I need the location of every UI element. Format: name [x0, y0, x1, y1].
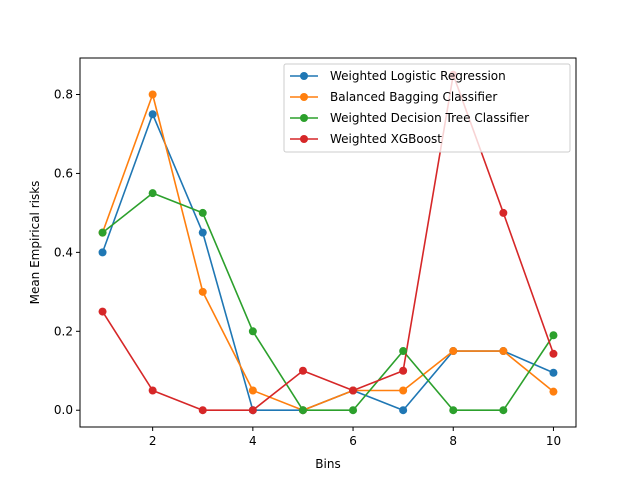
x-axis-ticks: 2 4 6 8 10	[149, 427, 561, 448]
data-point	[148, 386, 157, 395]
data-point	[198, 406, 207, 415]
data-point	[349, 406, 358, 415]
data-point	[399, 366, 408, 375]
data-point	[98, 228, 107, 237]
legend-frame	[283, 63, 571, 153]
axes-frame	[79, 57, 577, 428]
legend: Weighted Logistic Regression Balanced Bag…	[283, 63, 571, 153]
series-line-2	[102, 192, 555, 412]
y-axis-ticks: 0.0 0.2 0.4 0.6 0.8	[54, 88, 80, 417]
data-point	[399, 406, 408, 415]
data-point	[198, 208, 207, 217]
legend-marker	[300, 114, 308, 122]
data-point	[399, 386, 408, 395]
series-lines	[101, 73, 555, 412]
data-point	[549, 331, 558, 340]
x-tick-label: 4	[249, 434, 257, 448]
data-point	[98, 248, 107, 257]
y-tick-label: 0.4	[54, 245, 73, 259]
data-point	[148, 189, 157, 198]
data-point	[198, 228, 207, 237]
data-point	[248, 406, 257, 415]
data-point	[399, 347, 408, 356]
data-point	[148, 90, 157, 99]
y-tick-label: 0.2	[54, 324, 73, 338]
legend-marker	[300, 93, 308, 101]
data-point	[549, 387, 558, 396]
y-tick-label: 0.0	[54, 403, 73, 417]
legend-label: Weighted Decision Tree Classifier	[330, 111, 529, 125]
legend-label: Weighted Logistic Regression	[330, 69, 506, 83]
data-point	[549, 349, 558, 358]
data-point	[148, 110, 157, 119]
data-point	[549, 368, 558, 377]
legend-marker	[300, 135, 308, 143]
data-point	[349, 386, 358, 395]
data-point	[499, 208, 508, 217]
data-point	[248, 386, 257, 395]
y-tick-label: 0.8	[54, 88, 73, 102]
data-point	[298, 406, 307, 415]
legend-label: Weighted XGBoost	[330, 132, 442, 146]
y-tick-label: 0.6	[54, 166, 73, 180]
series-markers	[98, 70, 558, 415]
x-tick-label: 2	[149, 434, 157, 448]
data-point	[198, 287, 207, 296]
x-axis-label: Bins	[315, 457, 340, 471]
data-point	[248, 327, 257, 336]
x-tick-label: 6	[349, 434, 357, 448]
data-point	[449, 347, 458, 356]
data-point	[499, 347, 508, 356]
data-point	[449, 406, 458, 415]
legend-marker	[300, 72, 308, 80]
x-tick-label: 10	[546, 434, 561, 448]
series-line-1	[101, 93, 554, 412]
x-tick-label: 8	[449, 434, 457, 448]
legend-label: Balanced Bagging Classifier	[330, 90, 497, 104]
data-point	[98, 307, 107, 316]
data-point	[298, 366, 307, 375]
y-axis-label: Mean Empirical risks	[28, 181, 42, 305]
data-point	[499, 406, 508, 415]
